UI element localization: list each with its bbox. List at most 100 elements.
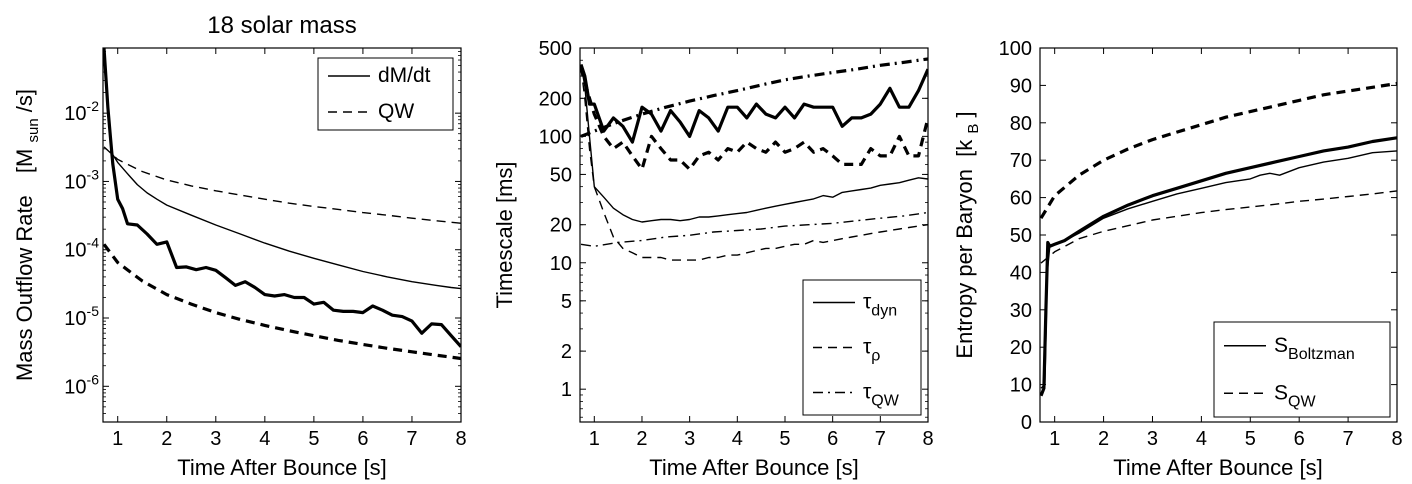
x-tick-label: 8 (455, 428, 466, 450)
x-tick-label: 3 (684, 428, 695, 450)
x-axis-label: Time After Bounce [s] (649, 455, 859, 480)
y-tick-label: 80 (1010, 113, 1032, 135)
y-tick-label: 10-4 (64, 235, 99, 262)
x-tick-label: 1 (589, 428, 600, 450)
y-tick-label: 0 (1021, 412, 1032, 434)
legend: dM/dt QW (317, 57, 454, 131)
legend-label: τQW (863, 381, 900, 410)
figure-title: 18 solar mass (207, 12, 356, 39)
x-tick-label: 3 (210, 428, 221, 450)
y-tick-label: 10-6 (64, 371, 99, 398)
series-line (103, 243, 461, 361)
legend-box (317, 57, 454, 131)
axes-frame (1039, 47, 1398, 423)
legend-label: SBoltzman (1274, 334, 1355, 363)
x-tick-label: 6 (357, 428, 368, 450)
axes-frame (102, 47, 462, 423)
series-line (580, 63, 928, 144)
y-tick-label: 20 (550, 215, 572, 237)
legend-label: dM/dt (378, 64, 431, 87)
legend-label: SQW (1274, 381, 1316, 410)
legend: SBoltzman SQW (1213, 321, 1391, 418)
x-tick-label: 6 (1294, 428, 1305, 450)
y-tick-label: 10-3 (64, 166, 99, 193)
y-tick-label: 100 (539, 126, 572, 148)
x-tick-label: 5 (779, 428, 790, 450)
series-line (1040, 150, 1397, 389)
y-tick-label: 30 (1010, 300, 1032, 322)
series-line (1040, 190, 1397, 264)
legend-box (1213, 321, 1391, 418)
y-tick-label: 90 (1010, 75, 1032, 97)
x-tick-label: 4 (259, 428, 270, 450)
x-tick-label: 2 (636, 428, 647, 450)
y-axis-label-unit: [k (952, 139, 977, 157)
plot-area: 1 2 3 4 5 6 7 8 1 2 5 10 20 50 100 200 500 (539, 38, 934, 450)
series-line (1040, 136, 1397, 397)
x-tick-label: 5 (308, 428, 319, 450)
x-tick-label: 8 (1391, 428, 1402, 450)
x-tick-label: 7 (1343, 428, 1354, 450)
y-tick-label: 5 (561, 291, 572, 313)
y-tick-label: 20 (1010, 337, 1032, 359)
axes-frame (579, 47, 929, 423)
y-tick-label: 50 (550, 164, 572, 186)
legend: τdyn τρ τQW (802, 279, 922, 416)
y-axis-label-unit-tail: ] (952, 111, 977, 117)
y-axis-label-unit: [M (12, 149, 37, 173)
x-tick-label: 4 (732, 428, 743, 450)
y-axis-label: Timescale [ms] (492, 161, 517, 308)
y-tick-label: 100 (999, 38, 1032, 60)
x-tick-label: 2 (161, 428, 172, 450)
legend-label: τdyn (863, 291, 897, 320)
x-tick-label: 7 (406, 428, 417, 450)
y-tick-label: 60 (1010, 188, 1032, 210)
y-axis-label-unit-tail: /s] (12, 89, 37, 112)
x-tick-label: 6 (827, 428, 838, 450)
panel-timescale: 1 2 3 4 5 6 7 8 1 2 5 10 20 50 100 200 500 Time After Bo… (492, 38, 934, 480)
x-axis-label: Time After Bounce [s] (1113, 455, 1323, 480)
series-line (109, 150, 461, 290)
series-line (103, 146, 461, 224)
y-axis-label-main: Entropy per Baryon (952, 169, 977, 359)
x-tick-label: 2 (1098, 428, 1109, 450)
panel-mass-outflow: 1 2 3 4 5 6 7 8 10-6 10-5 10-4 10-3 10-2 Time After … (12, 47, 467, 480)
y-tick-label: 10-2 (64, 98, 99, 125)
y-tick-label: 70 (1010, 150, 1032, 172)
x-tick-label: 7 (875, 428, 886, 450)
y-axis-label: Entropy per Baryon [k B ] (952, 111, 983, 358)
x-axis-label: Time After Bounce [s] (177, 455, 387, 480)
y-tick-label: 50 (1010, 225, 1032, 247)
x-tick-label: 3 (1147, 428, 1158, 450)
y-axis-label: Mass Outflow Rate [M sun /s] (12, 89, 43, 381)
y-tick-label: 1 (561, 379, 572, 401)
y-axis-label-unit-sub: B (965, 124, 982, 134)
x-tick-label: 4 (1196, 428, 1207, 450)
x-tick-label: 1 (1049, 428, 1060, 450)
y-tick-label: 500 (539, 38, 572, 60)
y-axis-label-main: Mass Outflow Rate (12, 195, 37, 381)
series-line (580, 57, 928, 138)
y-tick-label: 2 (561, 341, 572, 363)
series-line (1040, 81, 1397, 220)
y-tick-label: 40 (1010, 262, 1032, 284)
y-tick-label: 200 (539, 88, 572, 110)
series-line (580, 211, 928, 247)
series-line (580, 67, 928, 261)
series-line (580, 64, 928, 223)
series-line (580, 67, 928, 171)
y-tick-label: 10-5 (64, 303, 99, 330)
y-axis-label-unit-sub: sun (25, 118, 42, 142)
legend-label: QW (378, 100, 414, 123)
legend-label: τρ (863, 336, 880, 365)
y-tick-label: 10 (550, 253, 572, 275)
plot-area: 1 2 3 4 5 6 7 8 10-6 10-5 10-4 10-3 10-2 (64, 48, 467, 450)
series-line (103, 48, 461, 348)
x-tick-label: 1 (112, 428, 123, 450)
y-tick-label: 10 (1010, 375, 1032, 397)
x-tick-label: 5 (1245, 428, 1256, 450)
x-tick-label: 8 (922, 428, 933, 450)
